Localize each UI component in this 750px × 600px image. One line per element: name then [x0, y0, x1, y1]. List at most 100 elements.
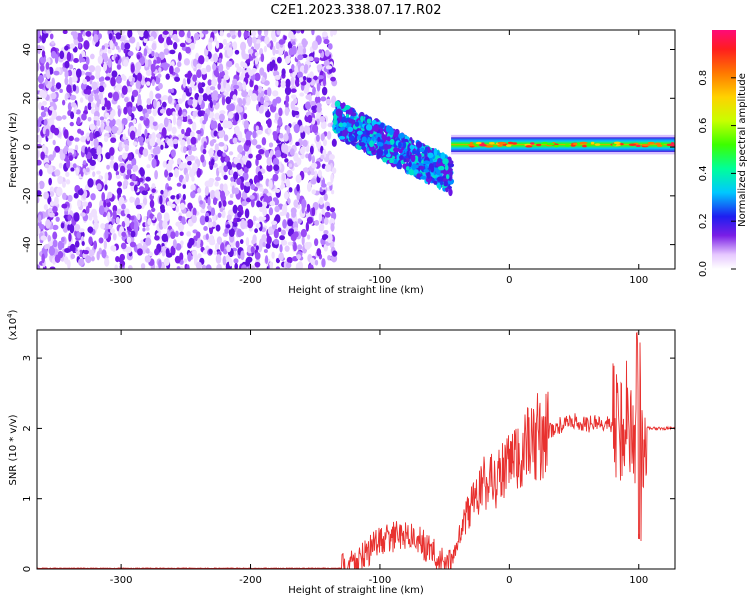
spectral-band-peak	[546, 142, 555, 146]
spectral-noise-blob	[126, 236, 132, 244]
spectral-noise-blob	[124, 208, 130, 216]
spectral-noise-blob	[38, 134, 42, 145]
spectral-noise-blob	[163, 212, 170, 222]
colorbar-tick-label: 0.0	[698, 261, 709, 277]
spectral-noise-blob	[212, 63, 217, 71]
spectral-noise-blob	[240, 181, 245, 191]
spectral-noise-blob	[170, 231, 176, 240]
spectral-noise-blob	[177, 98, 183, 104]
spectral-noise-blob	[321, 234, 329, 240]
spectral-noise-blob	[121, 152, 128, 160]
spectral-noise-blob	[150, 63, 156, 73]
spectral-noise-blob	[126, 163, 133, 169]
spectral-noise-blob	[254, 51, 259, 57]
spectral-noise-blob	[127, 152, 133, 161]
spectral-noise-blob	[43, 118, 48, 126]
spectral-noise-blob	[278, 253, 284, 261]
spectral-noise-blob	[107, 211, 111, 221]
spectral-noise-blob	[321, 208, 325, 215]
spectral-noise-blob	[98, 237, 104, 244]
spectral-noise-blob	[230, 83, 235, 93]
spectral-noise-blob	[305, 221, 310, 232]
spectrogram-x-ticks: -300 -200 -100 0 100	[110, 30, 648, 286]
spectral-noise-blob	[81, 113, 87, 121]
y-tick-label: 2	[22, 425, 33, 431]
spectral-noise-blob	[255, 144, 262, 149]
colorbar-ticks: 0.0 0.2 0.4 0.6 0.8	[698, 70, 736, 277]
spectral-noise-blob	[312, 86, 316, 96]
spectral-noise-blob	[245, 237, 250, 247]
spectral-noise-blob	[98, 247, 103, 255]
spectral-noise-blob	[40, 151, 45, 161]
spectral-noise-blob	[285, 212, 290, 219]
spectral-noise-blob	[63, 129, 69, 139]
spectral-noise-blob	[280, 229, 286, 236]
spectral-noise-blob	[80, 212, 86, 217]
spectral-noise-blob	[225, 254, 231, 262]
spectral-noise-blob	[66, 158, 71, 169]
spectral-noise-blob	[133, 223, 139, 233]
spectral-noise-blob	[313, 57, 320, 62]
spectral-noise-blob	[185, 210, 193, 219]
spectral-band-peak	[506, 144, 512, 147]
spectral-noise-blob	[248, 153, 253, 159]
spectral-noise-blob	[149, 90, 154, 101]
spectral-noise-blob	[205, 264, 212, 269]
spectral-noise-blob	[166, 107, 172, 116]
spectral-noise-blob	[302, 139, 308, 148]
spectral-noise-blob	[293, 123, 300, 134]
spectral-noise-blob	[182, 184, 186, 189]
spectral-noise-blob	[152, 147, 159, 156]
spectral-band-peak	[635, 144, 641, 148]
spectral-noise-blob	[76, 231, 81, 239]
spectral-transition-blob	[393, 130, 399, 138]
spectral-noise-blob	[41, 253, 45, 264]
spectral-noise-blob	[220, 156, 226, 162]
spectral-noise-blob	[302, 47, 307, 55]
spectral-noise-blob	[316, 134, 320, 142]
spectral-noise-blob	[261, 233, 267, 243]
spectral-noise-blob	[176, 119, 182, 127]
spectral-noise-blob	[52, 239, 58, 248]
spectral-noise-blob	[192, 74, 198, 82]
spectral-noise-blob	[330, 173, 334, 184]
spectral-noise-blob	[280, 80, 286, 89]
spectral-noise-blob	[62, 30, 68, 35]
spectral-noise-blob	[297, 71, 304, 79]
spectral-noise-blob	[323, 217, 329, 225]
spectral-noise-blob	[69, 43, 76, 49]
spectral-noise-blob	[82, 160, 87, 166]
x-tick-label: 0	[506, 575, 512, 586]
spectral-noise-blob	[179, 42, 186, 48]
spectral-noise-blob	[166, 201, 172, 207]
spectral-noise-blob	[246, 58, 251, 63]
spectral-noise-blob	[319, 116, 326, 123]
spectral-noise-blob	[135, 129, 142, 137]
spectral-noise-blob	[265, 110, 271, 118]
spectral-noise-blob	[227, 111, 234, 119]
spectral-transition-blob	[348, 108, 353, 115]
spectral-noise-blob	[306, 203, 311, 213]
spectral-noise-blob	[96, 170, 101, 175]
spectral-transition-blob	[383, 149, 389, 155]
spectral-noise-blob	[115, 118, 122, 126]
spectral-noise-blob	[140, 239, 145, 244]
spectral-noise-blob	[209, 86, 216, 91]
spectral-noise-blob	[267, 128, 272, 134]
spectral-noise-blob	[299, 77, 304, 83]
spectral-noise-blob	[107, 92, 113, 99]
spectral-noise-blob	[240, 61, 244, 67]
spectral-noise-blob	[263, 45, 268, 53]
spectral-band-peak	[628, 143, 637, 146]
spectral-noise-blob	[64, 69, 69, 79]
spectral-noise-blob	[123, 59, 129, 67]
spectral-noise-blob	[226, 120, 233, 129]
spectral-noise-blob	[301, 146, 306, 153]
spectral-noise-blob	[281, 68, 286, 76]
spectral-noise-blob	[119, 165, 126, 174]
spectral-noise-blob	[208, 147, 214, 158]
spectral-noise-blob	[152, 108, 158, 117]
spectral-noise-blob	[266, 87, 272, 97]
spectral-noise-blob	[289, 148, 295, 157]
